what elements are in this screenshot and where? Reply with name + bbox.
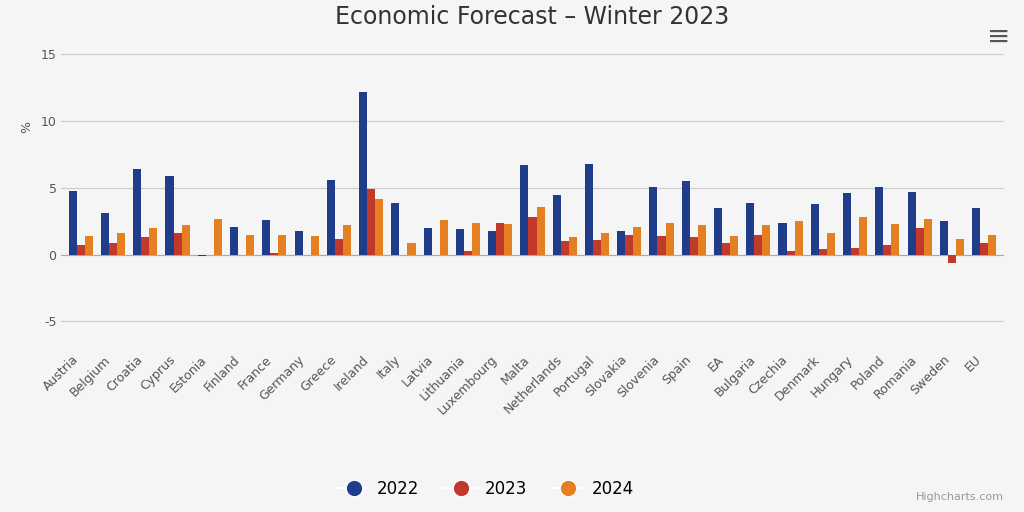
Bar bbox=[811, 204, 819, 254]
Bar bbox=[246, 234, 254, 254]
Bar bbox=[682, 181, 690, 254]
Bar bbox=[230, 227, 238, 254]
Bar bbox=[117, 233, 125, 254]
Bar bbox=[956, 239, 964, 254]
Bar bbox=[690, 237, 697, 254]
Bar bbox=[464, 251, 472, 254]
Bar bbox=[593, 240, 601, 254]
Bar bbox=[359, 92, 368, 254]
Bar bbox=[851, 248, 859, 254]
Bar bbox=[472, 223, 480, 254]
Bar bbox=[553, 195, 561, 254]
Bar bbox=[109, 243, 117, 254]
Bar bbox=[633, 227, 641, 254]
Bar bbox=[940, 221, 948, 254]
Bar bbox=[649, 186, 657, 254]
Bar bbox=[876, 186, 884, 254]
Bar bbox=[819, 249, 826, 254]
Bar bbox=[488, 230, 497, 254]
Bar bbox=[617, 230, 626, 254]
Bar bbox=[892, 224, 899, 254]
Bar bbox=[795, 221, 803, 254]
Bar bbox=[504, 224, 512, 254]
Bar bbox=[101, 214, 109, 254]
Bar bbox=[601, 233, 609, 254]
Bar bbox=[657, 236, 666, 254]
Bar bbox=[697, 225, 706, 254]
Bar bbox=[343, 225, 351, 254]
Bar bbox=[133, 169, 141, 254]
Bar bbox=[391, 203, 399, 254]
Bar bbox=[884, 245, 892, 254]
Bar bbox=[537, 206, 545, 254]
Bar bbox=[368, 189, 375, 254]
Bar bbox=[214, 219, 222, 254]
Bar bbox=[714, 208, 722, 254]
Bar bbox=[568, 237, 577, 254]
Bar bbox=[335, 239, 343, 254]
Bar bbox=[755, 234, 762, 254]
Bar bbox=[295, 230, 303, 254]
Bar bbox=[310, 236, 318, 254]
Bar bbox=[439, 220, 447, 254]
Bar bbox=[859, 217, 867, 254]
Bar bbox=[528, 217, 537, 254]
Bar bbox=[456, 229, 464, 254]
Bar bbox=[762, 225, 770, 254]
Bar bbox=[778, 223, 786, 254]
Bar bbox=[972, 208, 980, 254]
Bar bbox=[497, 223, 504, 254]
Bar bbox=[327, 180, 335, 254]
Bar bbox=[408, 243, 416, 254]
Bar bbox=[198, 254, 206, 256]
Bar bbox=[746, 203, 755, 254]
Bar bbox=[561, 241, 568, 254]
Bar bbox=[166, 176, 173, 254]
Bar bbox=[915, 228, 924, 254]
Bar bbox=[924, 219, 932, 254]
Bar bbox=[826, 233, 835, 254]
Bar bbox=[988, 234, 996, 254]
Y-axis label: %: % bbox=[20, 121, 33, 133]
Bar bbox=[173, 233, 181, 254]
Bar bbox=[843, 193, 851, 254]
Legend: 2022, 2023, 2024: 2022, 2023, 2024 bbox=[330, 473, 641, 504]
Bar bbox=[786, 251, 795, 254]
Bar bbox=[626, 234, 633, 254]
Bar bbox=[375, 199, 383, 254]
Bar bbox=[722, 243, 730, 254]
Bar bbox=[907, 192, 915, 254]
Title: Economic Forecast – Winter 2023: Economic Forecast – Winter 2023 bbox=[335, 5, 730, 29]
Text: Highcharts.com: Highcharts.com bbox=[915, 492, 1004, 502]
Bar bbox=[262, 220, 270, 254]
Bar bbox=[270, 253, 279, 254]
Bar bbox=[585, 164, 593, 254]
Bar bbox=[520, 165, 528, 254]
Bar bbox=[948, 254, 956, 263]
Text: ≡: ≡ bbox=[987, 23, 1011, 51]
Bar bbox=[730, 236, 738, 254]
Bar bbox=[141, 237, 150, 254]
Bar bbox=[279, 234, 287, 254]
Bar bbox=[181, 225, 189, 254]
Bar bbox=[150, 228, 158, 254]
Bar bbox=[980, 243, 988, 254]
Bar bbox=[69, 190, 77, 254]
Bar bbox=[77, 245, 85, 254]
Bar bbox=[85, 236, 93, 254]
Bar bbox=[424, 228, 432, 254]
Bar bbox=[666, 223, 674, 254]
